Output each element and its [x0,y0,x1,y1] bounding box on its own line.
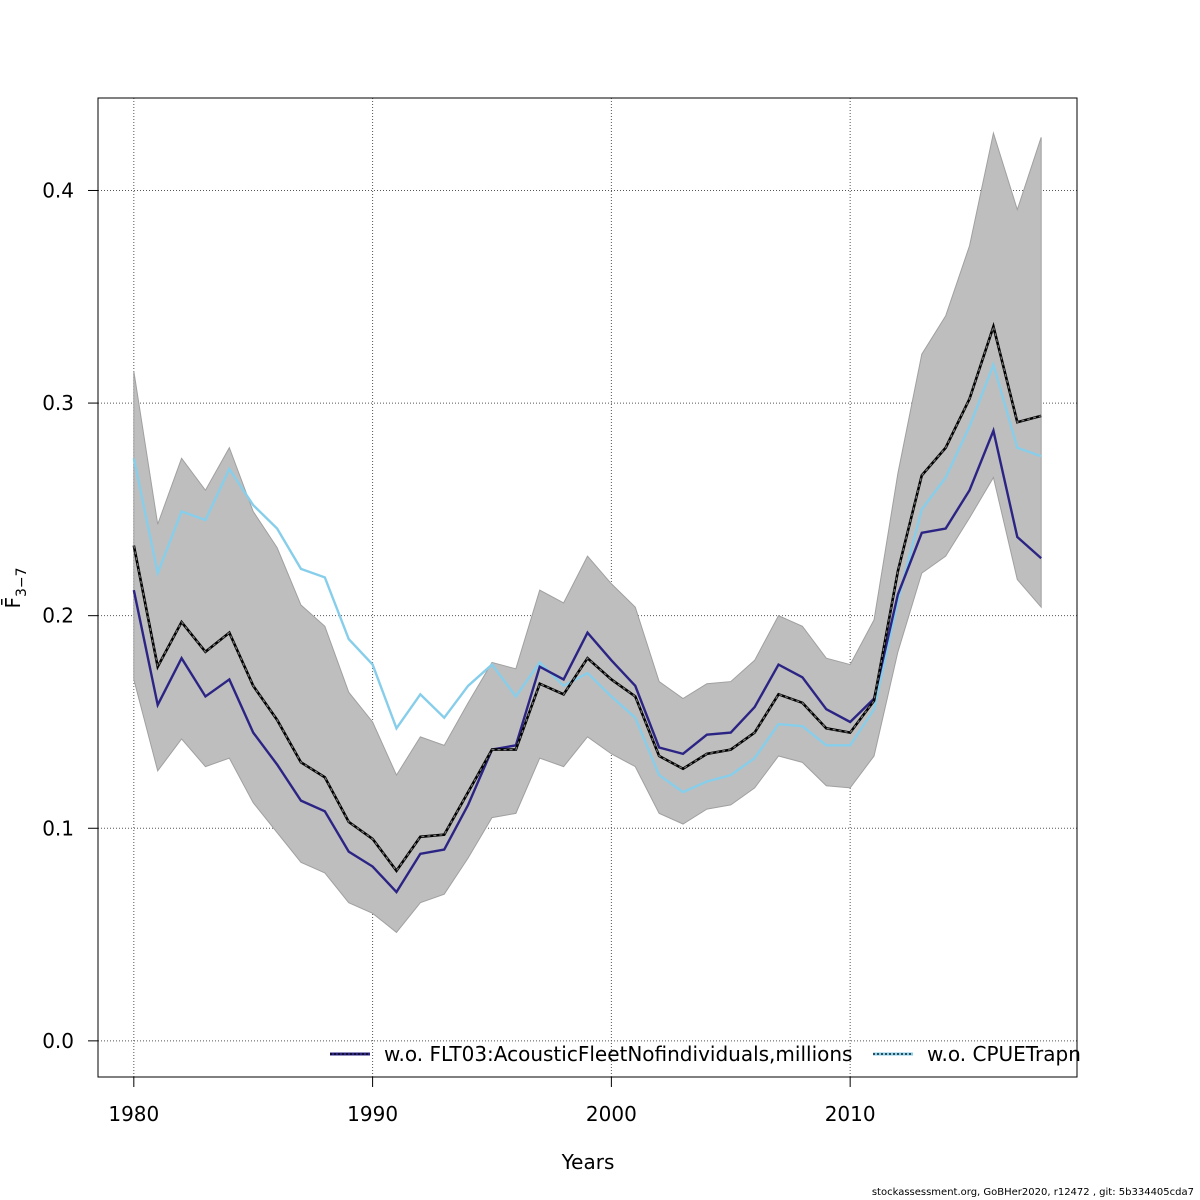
plot-frame [97,97,1078,1078]
axes: 1980 1990 2000 2010 0.0 0.1 0.2 0.3 0.4 [42,178,875,1126]
base-estimate-dots [133,324,1042,872]
legend-label: w.o. FLT03:AcousticFleetNofindividuals,m… [384,1042,852,1066]
series-line-cpuetrapn [132,361,1042,794]
x-tick-label: 2010 [825,1102,876,1126]
x-tick-label: 2000 [586,1102,637,1126]
series-lines [132,321,1042,895]
y-tick-label: 0.2 [42,604,74,628]
y-axis-title-subscript: 3−7 [14,567,30,597]
footer-credit: stockassessment.org, GoBHer2020, r12472 … [871,1187,1194,1198]
legend-item-flt03: w.o. FLT03:AcousticFleetNofindividuals,m… [330,1042,852,1066]
confidence-band-layer [133,131,1042,934]
svg-text:F̄3−7: F̄3−7 [0,567,30,608]
legend: w.o. FLT03:AcousticFleetNofindividuals,m… [330,1042,1081,1066]
x-tick-label: 1980 [108,1102,159,1126]
confidence-band [133,131,1042,934]
legend-item-cpuetrapn: w.o. CPUETrapn [873,1042,1081,1066]
x-tick-label: 1990 [347,1102,398,1126]
y-tick-label: 0.3 [42,391,74,415]
y-axis-title-main: F̄ [0,597,25,609]
y-tick-label: 0.1 [42,816,74,840]
x-axis-title: Years [561,1150,615,1174]
y-tick-label: 0.4 [42,178,74,202]
y-tick-label: 0.0 [42,1029,74,1053]
y-axis-title: F̄3−7 [0,567,30,608]
series-line-flt03 [132,426,1042,895]
legend-label: w.o. CPUETrapn [927,1042,1081,1066]
